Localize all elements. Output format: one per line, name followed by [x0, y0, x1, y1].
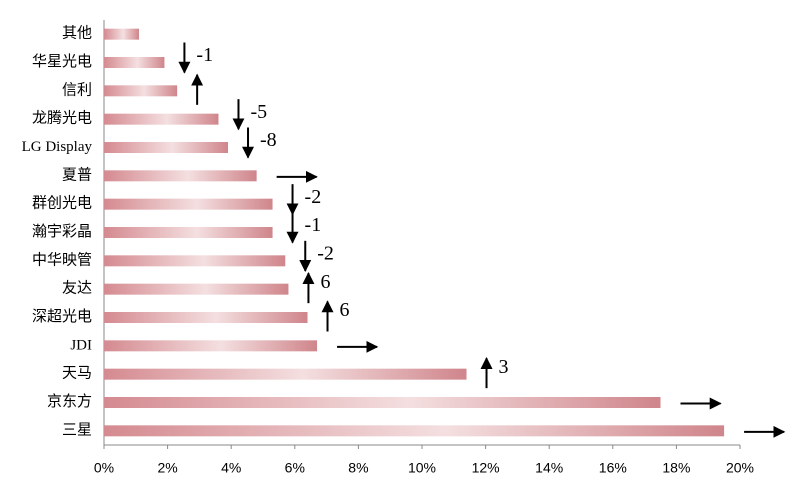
rank-change: 3 [499, 356, 509, 378]
category-label: 群创光电 [32, 195, 92, 212]
bar [104, 198, 273, 210]
category-label: 中华映管 [32, 251, 92, 268]
category-label: 友达 [62, 280, 92, 297]
rank-change: -2 [305, 186, 322, 208]
category-label: 华星光电 [32, 53, 92, 70]
category-label: 其他 [62, 25, 92, 42]
x-tick-label: 2% [157, 460, 177, 476]
category-label: 龙腾光电 [32, 110, 92, 127]
x-tick-label: 14% [535, 460, 563, 476]
x-tick-label: 18% [662, 460, 690, 476]
category-label: 信利 [62, 81, 92, 98]
bar [104, 170, 257, 182]
rank-change: -1 [196, 44, 213, 66]
category-label: 三星 [62, 422, 92, 438]
x-tick-label: 8% [348, 460, 368, 476]
bar [104, 312, 308, 323]
x-tick-label: 10% [408, 460, 436, 476]
rank-change: 6 [340, 299, 350, 321]
rank-change: -1 [305, 214, 322, 236]
category-label: 夏普 [62, 166, 92, 183]
x-tick-label: 12% [472, 460, 500, 476]
x-tick-label: 20% [726, 460, 754, 476]
rank-change: -5 [250, 101, 267, 123]
category-label: 深超光电 [32, 308, 92, 325]
bar [104, 340, 318, 352]
x-tick-label: 0% [94, 460, 114, 476]
x-tick-label: 6% [285, 460, 305, 476]
bar [104, 142, 229, 153]
bar [104, 425, 725, 437]
bar [104, 113, 219, 125]
category-label: LG Display [22, 139, 93, 155]
category-label: JDI [70, 337, 92, 353]
category-label: 京东方 [47, 393, 92, 410]
x-tick-label: 4% [221, 460, 241, 476]
bar [104, 85, 178, 97]
rank-change: -2 [317, 242, 334, 264]
category-label: 天马 [62, 365, 92, 382]
bar [104, 57, 165, 68]
bar [104, 397, 661, 408]
bar [104, 28, 139, 40]
bar [104, 283, 289, 295]
bar [104, 255, 286, 267]
rank-change: 6 [320, 271, 330, 293]
bar [104, 227, 273, 238]
bar [104, 368, 467, 380]
category-label: 瀚宇彩晶 [32, 223, 92, 240]
x-tick-label: 16% [599, 460, 627, 476]
rank-change: -8 [260, 129, 277, 151]
